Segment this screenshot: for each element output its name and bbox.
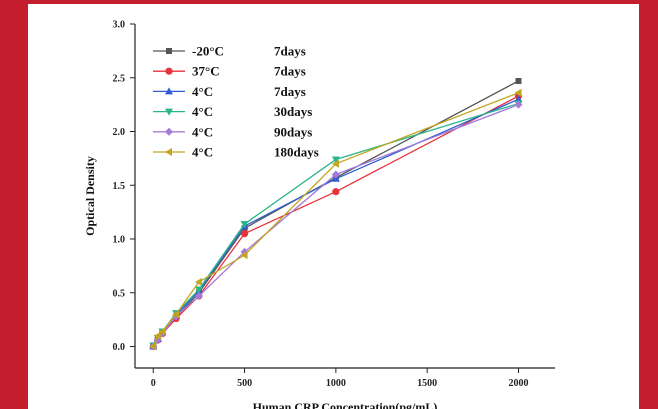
line-chart: 0.0 0.5 1.0 1.5 2.0 2.5 3.0 0 500 1000 1500 2000 Opt… — [83, 20, 555, 409]
data-point — [158, 327, 166, 336]
x-tick-label: 0 — [151, 378, 156, 389]
y-tick-label: 2.0 — [113, 127, 126, 138]
data-point — [240, 220, 249, 228]
x-axis-title: Human CRP Concentration(pg/mL) — [253, 400, 438, 409]
legend-days-label: 90days — [274, 124, 312, 139]
legend-temp-label: 4°C — [192, 84, 213, 99]
legend-temp-label: -20°C — [192, 44, 224, 59]
y-tick-label: 3.0 — [113, 20, 126, 31]
data-point — [331, 170, 340, 179]
data-point — [149, 342, 157, 351]
legend-marker — [165, 67, 173, 75]
legend-days-label: 7days — [274, 44, 306, 59]
data-point — [332, 188, 340, 196]
y-tick-label: 1.0 — [113, 235, 126, 246]
x-tick-label: 2000 — [508, 378, 528, 389]
data-point — [331, 159, 339, 168]
x-tick-label: 1500 — [417, 378, 437, 389]
legend-days-label: 7days — [274, 84, 306, 99]
series-line-5 — [152, 104, 519, 347]
data-point — [331, 156, 340, 164]
x-tick-label: 1000 — [326, 378, 346, 389]
data-point — [194, 291, 203, 300]
data-point — [172, 310, 180, 319]
legend-marker — [165, 127, 173, 136]
legend-days-label: 30days — [274, 104, 312, 119]
data-point — [153, 331, 161, 340]
data-point — [194, 278, 202, 286]
data-point — [515, 77, 522, 84]
data-point — [514, 95, 523, 103]
data-point — [240, 230, 249, 238]
legend-temp-label: 37°C — [192, 64, 220, 79]
series-line-4 — [152, 102, 519, 346]
legend-days-label: 180days — [274, 145, 319, 160]
y-tick-label: 0.5 — [113, 288, 126, 299]
data-point — [194, 286, 203, 294]
y-tick-label: 0.0 — [113, 342, 126, 353]
legend-temp-label: 4°C — [192, 104, 213, 119]
legend-marker — [166, 48, 172, 54]
data-point — [514, 88, 522, 97]
legend-marker — [165, 87, 173, 95]
figure-panel: 0.0 0.5 1.0 1.5 2.0 2.5 3.0 0 500 1000 1500 2000 Opt… — [28, 4, 639, 409]
data-point — [240, 251, 248, 260]
legend-marker — [165, 148, 172, 156]
legend-temp-label: 4°C — [192, 124, 213, 139]
data-point — [514, 100, 523, 109]
y-tick-label: 2.5 — [113, 73, 126, 84]
legend-days-label: 7days — [274, 64, 306, 79]
y-axis-title: Optical Density — [83, 156, 97, 236]
legend-marker — [165, 108, 173, 116]
y-tick-label: 1.5 — [113, 181, 126, 192]
x-tick-label: 500 — [237, 378, 252, 389]
legend-temp-label: 4°C — [192, 145, 213, 160]
